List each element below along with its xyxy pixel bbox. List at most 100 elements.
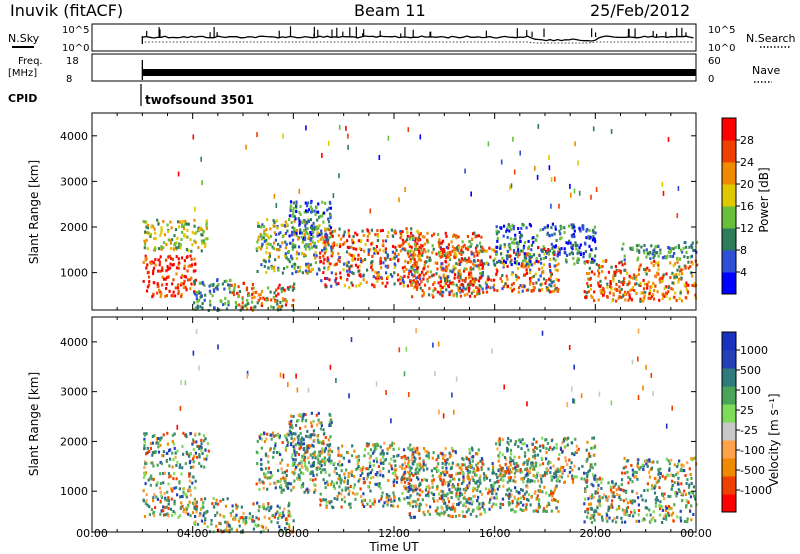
echo-cell (401, 466, 404, 470)
echo-cell (242, 281, 245, 285)
echo-cell (254, 523, 257, 527)
echo-cell (348, 267, 351, 271)
echo-cell (415, 247, 418, 251)
echo-cell (585, 229, 588, 233)
echo-cell (310, 421, 313, 425)
echo-cell (193, 506, 196, 509)
echo-cell (304, 247, 307, 251)
echo-cell (156, 282, 159, 286)
echo-cell (376, 234, 379, 238)
echo-cell (462, 496, 465, 500)
echo-cell (491, 462, 494, 466)
echo-cell (693, 494, 696, 498)
echo-cell (584, 250, 587, 254)
echo-cell (519, 468, 522, 472)
echo-cell (227, 301, 230, 304)
echo-cell (328, 236, 331, 240)
echo-cell (472, 479, 475, 482)
echo-cell (637, 496, 640, 500)
echo-cell (535, 238, 538, 242)
echo-cell (348, 246, 351, 250)
echo-cell (347, 486, 350, 490)
echo-cell (233, 288, 236, 292)
echo-cell (632, 514, 635, 518)
echo-cell (313, 453, 316, 457)
echo-cell (303, 455, 307, 459)
echo-cell (439, 265, 442, 269)
echo-cell (255, 524, 258, 528)
echo-cell (304, 254, 307, 258)
echo-cell (192, 440, 195, 444)
echo-cell (382, 453, 385, 457)
echo-cell (538, 267, 541, 271)
echo-cell (346, 245, 349, 249)
echo-cell (573, 464, 576, 468)
echo-cell (465, 267, 468, 271)
echo-cell (184, 275, 188, 279)
echo-cell (301, 419, 304, 423)
echo-cell (200, 519, 204, 523)
echo-cell (280, 223, 283, 227)
echo-cell (629, 247, 633, 251)
echo-cell (354, 497, 357, 501)
echo-cell (313, 490, 316, 494)
echo-cell (549, 446, 552, 450)
echo-cell (428, 512, 431, 516)
echo-cell (293, 461, 296, 465)
echo-cell (146, 223, 149, 227)
echo-cell (293, 463, 296, 467)
echo-cell (417, 238, 420, 242)
echo-cell (687, 260, 690, 264)
echo-cell (326, 256, 329, 260)
echo-cell (252, 286, 255, 290)
echo-cell (169, 507, 173, 511)
echo-cell (480, 466, 483, 470)
echo-cell (631, 480, 634, 484)
echo-cell (427, 240, 430, 244)
echo-cell (642, 297, 645, 301)
echo-cell (536, 234, 539, 238)
echo-cell (383, 501, 386, 505)
echo-cell (391, 472, 394, 475)
echo-cell (459, 276, 462, 280)
echo-cell (387, 498, 390, 502)
echo-cell (521, 442, 524, 446)
echo-cell (274, 512, 277, 516)
echo-cell (432, 273, 435, 277)
echo-cell (361, 503, 364, 507)
echo-cell (359, 274, 362, 278)
echo-cell (301, 271, 304, 275)
echo-cell (160, 436, 163, 440)
echo-cell (300, 471, 303, 475)
echo-cell (318, 421, 321, 425)
echo-cell (182, 286, 185, 290)
echo-cell (586, 479, 589, 483)
echo-cell (180, 275, 183, 279)
echo-cell (183, 279, 186, 283)
echo-cell (425, 271, 428, 275)
echo-cell (525, 271, 529, 275)
echo-cell (670, 513, 673, 517)
echo-cell (463, 491, 466, 495)
echo-cell (588, 255, 591, 259)
echo-cell (500, 226, 503, 230)
echo-cell (171, 465, 174, 469)
echo-cell (455, 262, 458, 266)
echo-cell (655, 496, 658, 500)
echo-cell (322, 442, 325, 446)
echo-cell (178, 487, 181, 491)
echo-cell (315, 413, 318, 417)
echo-cell (563, 437, 567, 440)
echo-cell (448, 506, 451, 510)
echo-cell (345, 250, 349, 254)
echo-cell (329, 418, 332, 422)
echo-cell (659, 276, 662, 280)
echo-cell (155, 441, 158, 445)
echo-cell (481, 250, 484, 254)
echo-cell (643, 294, 646, 298)
echo-cell (185, 248, 189, 252)
echo-cell (686, 478, 689, 482)
echo-cell (179, 243, 182, 247)
echo-cell (174, 455, 177, 459)
echo-cell (434, 261, 437, 265)
